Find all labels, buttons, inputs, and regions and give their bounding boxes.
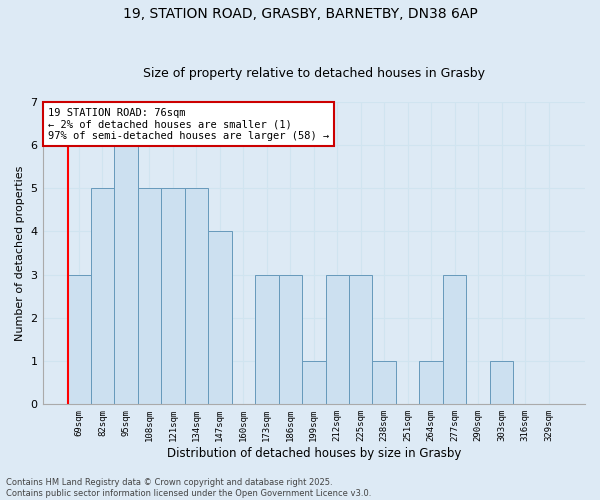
Bar: [185, 188, 208, 404]
Text: 19, STATION ROAD, GRASBY, BARNETBY, DN38 6AP: 19, STATION ROAD, GRASBY, BARNETBY, DN38…: [122, 8, 478, 22]
Bar: [137, 188, 161, 404]
Bar: [302, 361, 326, 405]
Bar: [67, 274, 91, 404]
Bar: [373, 361, 396, 405]
Bar: [443, 274, 466, 404]
Bar: [326, 274, 349, 404]
Bar: [208, 232, 232, 404]
Bar: [114, 145, 137, 405]
Bar: [278, 274, 302, 404]
Bar: [161, 188, 185, 404]
X-axis label: Distribution of detached houses by size in Grasby: Distribution of detached houses by size …: [167, 447, 461, 460]
Bar: [255, 274, 278, 404]
Bar: [490, 361, 514, 405]
Text: Contains HM Land Registry data © Crown copyright and database right 2025.
Contai: Contains HM Land Registry data © Crown c…: [6, 478, 371, 498]
Bar: [91, 188, 114, 404]
Text: 19 STATION ROAD: 76sqm
← 2% of detached houses are smaller (1)
97% of semi-detac: 19 STATION ROAD: 76sqm ← 2% of detached …: [48, 108, 329, 141]
Y-axis label: Number of detached properties: Number of detached properties: [15, 165, 25, 340]
Bar: [349, 274, 373, 404]
Title: Size of property relative to detached houses in Grasby: Size of property relative to detached ho…: [143, 66, 485, 80]
Bar: [419, 361, 443, 405]
